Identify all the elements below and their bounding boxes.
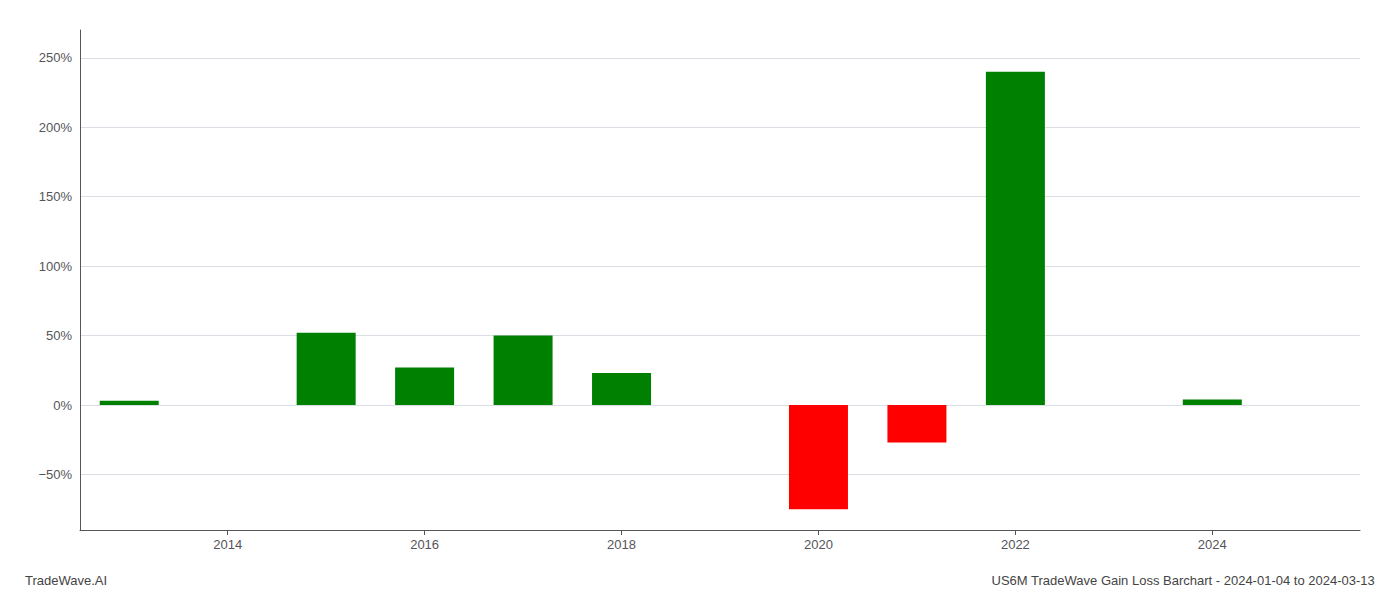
svg-text:2020: 2020 xyxy=(804,537,833,552)
svg-text:US6M TradeWave Gain Loss Barch: US6M TradeWave Gain Loss Barchart - 2024… xyxy=(992,573,1375,588)
svg-text:−50%: −50% xyxy=(38,467,72,482)
svg-text:250%: 250% xyxy=(39,50,73,65)
svg-text:2016: 2016 xyxy=(410,537,439,552)
svg-text:100%: 100% xyxy=(39,259,73,274)
svg-text:200%: 200% xyxy=(39,120,73,135)
svg-text:2024: 2024 xyxy=(1198,537,1227,552)
svg-text:50%: 50% xyxy=(46,328,72,343)
svg-text:0%: 0% xyxy=(53,398,72,413)
svg-text:TradeWave.AI: TradeWave.AI xyxy=(25,573,107,588)
svg-text:150%: 150% xyxy=(39,189,73,204)
svg-text:2018: 2018 xyxy=(607,537,636,552)
svg-text:2022: 2022 xyxy=(1001,537,1030,552)
svg-text:2014: 2014 xyxy=(213,537,242,552)
